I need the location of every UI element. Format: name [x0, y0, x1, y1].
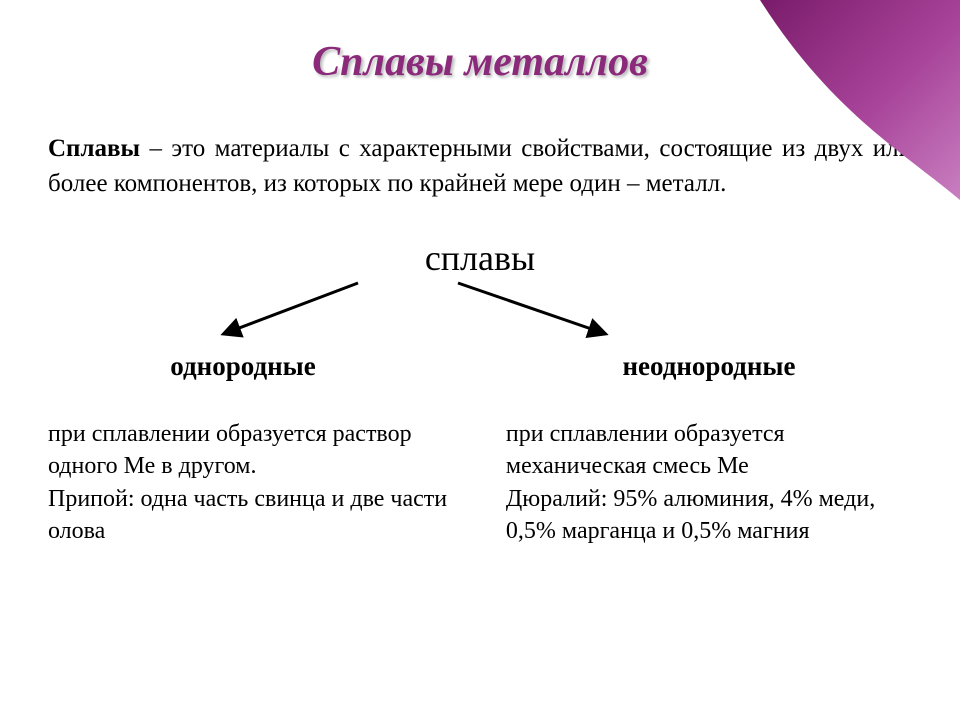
- description-left: при сплавлении образуется раствор одного…: [48, 418, 454, 548]
- definition-body: это материалы с характерными свойствами,…: [48, 135, 912, 197]
- definition-dash: –: [140, 135, 171, 162]
- descriptions-row: при сплавлении образуется раствор одного…: [48, 418, 912, 548]
- arrow-left: [226, 283, 358, 333]
- diagram-branches: однородные неоднородные: [48, 351, 912, 382]
- slide: Сплавы металлов Сплавы – это материалы с…: [0, 0, 960, 720]
- definition-paragraph: Сплавы – это материалы с характерными св…: [48, 132, 912, 201]
- diagram-arrows-svg: [48, 277, 912, 347]
- slide-title: Сплавы металлов: [48, 38, 912, 86]
- arrow-right: [458, 283, 603, 333]
- branch-left-label: однородные: [60, 351, 426, 382]
- branch-right-label: неоднородные: [526, 351, 892, 382]
- diagram-root-label: сплавы: [48, 237, 912, 279]
- description-right: при сплавлении образуется механическая с…: [506, 418, 912, 548]
- diagram-arrows: [48, 287, 912, 347]
- definition-term: Сплавы: [48, 135, 140, 162]
